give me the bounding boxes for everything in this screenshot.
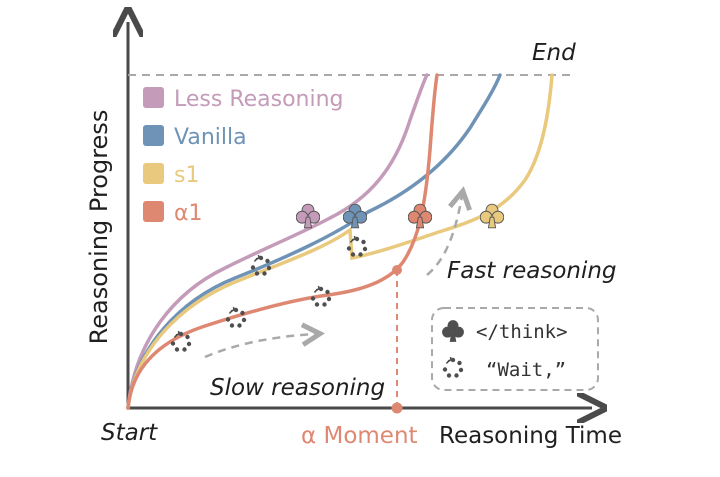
alpha-moment-dot-top bbox=[392, 265, 402, 275]
curve-less-reasoning bbox=[126, 73, 429, 410]
club-icon-s1 bbox=[480, 203, 504, 229]
curve-vanilla bbox=[126, 73, 502, 410]
cycle-icon bbox=[441, 356, 465, 379]
legend-swatch-vanilla bbox=[143, 125, 164, 146]
alpha-moment-dot-bottom bbox=[391, 402, 403, 414]
legend-label-vanilla: Vanilla bbox=[174, 125, 247, 150]
club-icon bbox=[442, 320, 464, 342]
slow-reasoning-arrow bbox=[204, 334, 315, 359]
legend-swatch-less-reasoning bbox=[143, 87, 164, 108]
alpha-moment-label: α Moment bbox=[301, 423, 418, 449]
wait-token-label: “Wait,” bbox=[486, 359, 566, 381]
legend-label-less-reasoning: Less Reasoning bbox=[174, 87, 344, 112]
slow-reasoning-label: Slow reasoning bbox=[210, 375, 385, 401]
think-token-label: </think> bbox=[476, 321, 568, 343]
legend-label-alpha1: α1 bbox=[174, 201, 203, 226]
axes bbox=[128, 22, 592, 408]
end-label: End bbox=[532, 40, 576, 66]
start-label: Start bbox=[101, 420, 158, 446]
x-axis-label: Reasoning Time bbox=[439, 423, 622, 449]
curve-s1 bbox=[126, 73, 554, 410]
legend-swatch-alpha1 bbox=[143, 201, 164, 222]
club-icon-alpha1 bbox=[408, 203, 432, 229]
fast-reasoning-label: Fast reasoning bbox=[447, 258, 617, 284]
club-markers bbox=[296, 203, 504, 229]
legend-swatch-s1 bbox=[143, 163, 164, 184]
key-box: </think> “Wait,” bbox=[431, 307, 599, 391]
y-axis-label: Reasoning Progress bbox=[85, 110, 113, 345]
fast-reasoning-arrow bbox=[426, 196, 462, 276]
legend: Less Reasoning Vanilla s1 α1 bbox=[143, 87, 344, 226]
legend-label-s1: s1 bbox=[174, 163, 199, 188]
